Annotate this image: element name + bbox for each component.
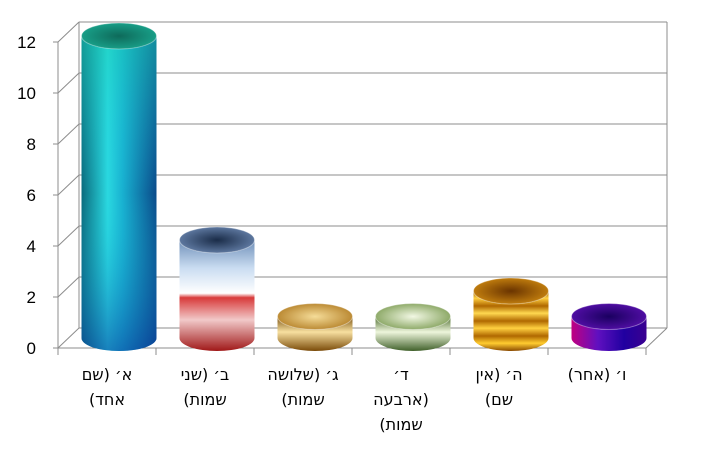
grid-line-side: [57, 276, 80, 298]
x-tick-label: ג׳ (שלושה שמות): [267, 365, 339, 409]
x-tick-label: ו׳ (אחר): [568, 365, 627, 384]
bar-body: [375, 316, 451, 352]
bar-shade: [81, 36, 157, 352]
bar: [375, 303, 451, 352]
bars: [81, 22, 647, 352]
bar: [473, 277, 549, 352]
grid-line-side: [57, 174, 80, 196]
grid-line-side: [57, 225, 80, 247]
y-tick-label: 2: [27, 288, 36, 307]
bar-cap: [571, 303, 647, 330]
grid: [53, 21, 668, 355]
y-tick-label: 8: [27, 135, 36, 154]
bar-cap: [277, 303, 353, 330]
bar-cap: [179, 226, 255, 254]
x-tick-label: ה׳ (אין שם): [475, 365, 522, 409]
bar: [277, 303, 353, 352]
bar-body: [277, 316, 353, 352]
grid-line-side: [57, 327, 80, 349]
bar: [179, 226, 255, 352]
x-tick-label: א׳ (שם אחד): [82, 365, 133, 409]
grid-line-side: [57, 21, 80, 43]
bar-cap: [375, 303, 451, 330]
bar-body: [473, 291, 549, 352]
y-tick-label: 12: [17, 33, 36, 52]
y-tick-label: 4: [27, 237, 36, 256]
bar-cap: [473, 277, 549, 305]
x-tick-label: ד׳ (ארבעה שמות): [373, 365, 429, 434]
bar: [571, 303, 647, 351]
bar-body: [179, 240, 255, 352]
y-tick-label: 0: [27, 339, 36, 358]
floor-edge: [645, 327, 668, 349]
bar-body: [571, 316, 647, 351]
bar: [81, 22, 157, 352]
y-tick-label: 6: [27, 186, 36, 205]
labels: 0 2 4 6 8 10 12 א׳ (שם אחד) ב׳ (שני שמות) ג׳ (שלושה…: [17, 33, 626, 434]
grid-line-side: [57, 123, 80, 145]
grid-line-side: [57, 72, 80, 94]
bar-cap: [81, 22, 157, 50]
y-tick-label: 10: [17, 84, 36, 103]
x-tick-label: ב׳ (שני שמות): [181, 365, 230, 409]
